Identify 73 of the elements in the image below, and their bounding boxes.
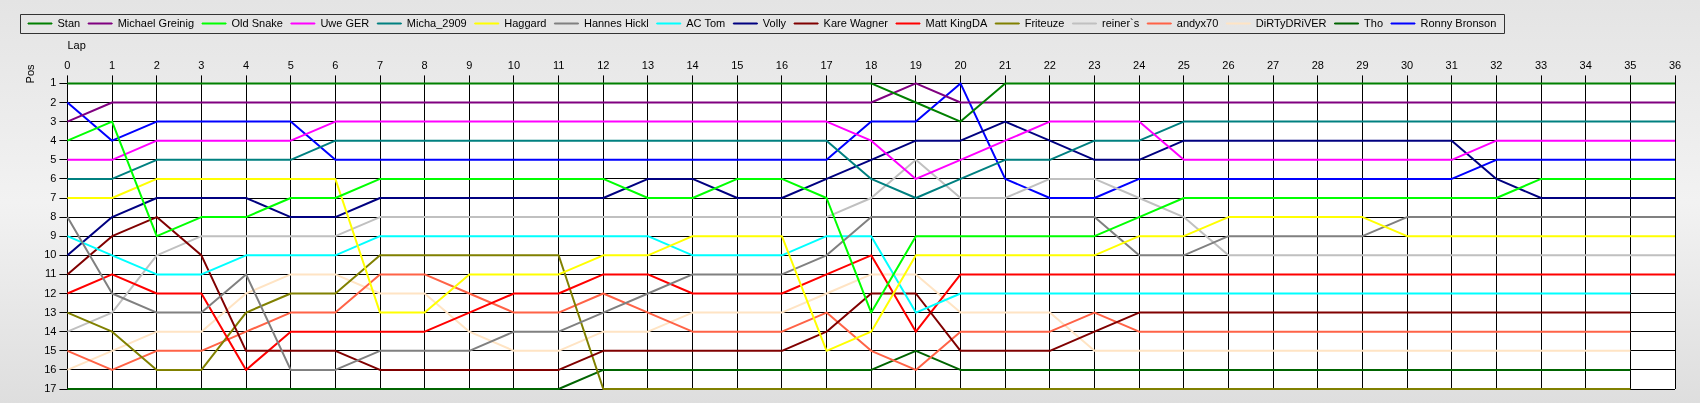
x-tick-label: 10 (507, 58, 521, 71)
x-tick-label: 36 (1668, 58, 1682, 71)
legend-label: Stan (57, 16, 81, 29)
y-tick-label: 6 (50, 171, 57, 184)
x-tick-label: 3 (198, 58, 205, 71)
x-tick-label: 9 (466, 58, 473, 71)
x-tick-label: 2 (153, 58, 160, 71)
legend-label: Ronny Bronson (1420, 16, 1497, 29)
x-tick-label: 5 (287, 58, 294, 71)
x-tick-label: 7 (376, 58, 384, 71)
legend-label: Micha_2909 (406, 16, 467, 29)
y-tick-label: 7 (50, 191, 57, 204)
legend-label: DiRTyDRiVER (1255, 16, 1327, 29)
x-tick-label: 32 (1490, 58, 1503, 71)
x-tick-label: 23 (1088, 58, 1101, 71)
x-tick-label: 27 (1266, 58, 1280, 71)
y-tick-label: 3 (50, 114, 57, 127)
x-tick-label: 26 (1222, 58, 1235, 71)
x-tick-label: 29 (1356, 58, 1369, 71)
x-tick-label: 25 (1177, 58, 1190, 71)
legend-label: reiner`s (1101, 16, 1140, 29)
legend-label: AC Tom (686, 16, 726, 29)
x-tick-label: 34 (1579, 58, 1592, 71)
legend-label: andyx70 (1176, 16, 1219, 29)
x-tick-label: 33 (1534, 58, 1548, 71)
x-tick-label: 31 (1445, 58, 1458, 71)
legend-label: Hannes Hickl (583, 16, 649, 29)
y-tick-label: 4 (50, 133, 57, 146)
y-tick-label: 8 (50, 210, 57, 223)
x-tick-label: 28 (1311, 58, 1324, 71)
legend-label: Haggard (504, 16, 547, 29)
x-tick-label: 11 (552, 58, 565, 71)
legend-label: Volly (762, 16, 787, 29)
legend-label: Tho (1364, 16, 1384, 29)
y-tick-label: 2 (50, 95, 57, 108)
legend-label: Michael Greinig (117, 16, 195, 29)
y-tick-label: 12 (44, 286, 57, 299)
y-tick-label: 5 (50, 152, 57, 165)
x-tick-label: 8 (421, 58, 428, 71)
x-tick-label: 18 (865, 58, 878, 71)
x-tick-label: 22 (1043, 58, 1056, 71)
x-tick-label: 35 (1624, 58, 1637, 71)
legend-label: Matt KingDA (925, 16, 988, 29)
x-tick-label: 19 (909, 58, 922, 71)
x-tick-label: 0 (64, 58, 71, 71)
x-tick-label: 15 (731, 58, 744, 71)
y-axis-title: Pos (23, 63, 36, 84)
x-tick-label: 1 (109, 58, 116, 71)
x-tick-label: 12 (597, 58, 610, 71)
x-tick-label: 17 (820, 58, 833, 71)
x-tick-label: 14 (686, 58, 699, 71)
y-tick-label: 15 (44, 343, 57, 356)
y-tick-label: 9 (50, 229, 57, 242)
y-tick-label: 17 (44, 382, 57, 395)
x-tick-label: 16 (775, 58, 789, 71)
legend-label: Kare Wagner (823, 16, 889, 29)
x-tick-label: 13 (641, 58, 655, 71)
y-tick-label: 13 (44, 305, 57, 318)
y-tick-label: 14 (44, 324, 57, 337)
y-tick-label: 11 (45, 267, 57, 280)
y-tick-label: 10 (44, 248, 57, 261)
x-tick-label: 21 (999, 58, 1012, 71)
x-tick-label: 20 (954, 58, 967, 71)
y-tick-label: 16 (44, 362, 57, 375)
legend-label: Friteuze (1024, 16, 1065, 29)
x-tick-label: 6 (332, 58, 339, 71)
legend-label: Uwe GER (320, 16, 370, 29)
legend-label: Old Snake (231, 16, 283, 29)
x-tick-label: 30 (1400, 58, 1414, 71)
x-axis-title: Lap (67, 38, 86, 51)
x-tick-label: 4 (242, 58, 250, 71)
y-tick-label: 1 (50, 76, 57, 89)
x-tick-label: 24 (1133, 58, 1146, 71)
